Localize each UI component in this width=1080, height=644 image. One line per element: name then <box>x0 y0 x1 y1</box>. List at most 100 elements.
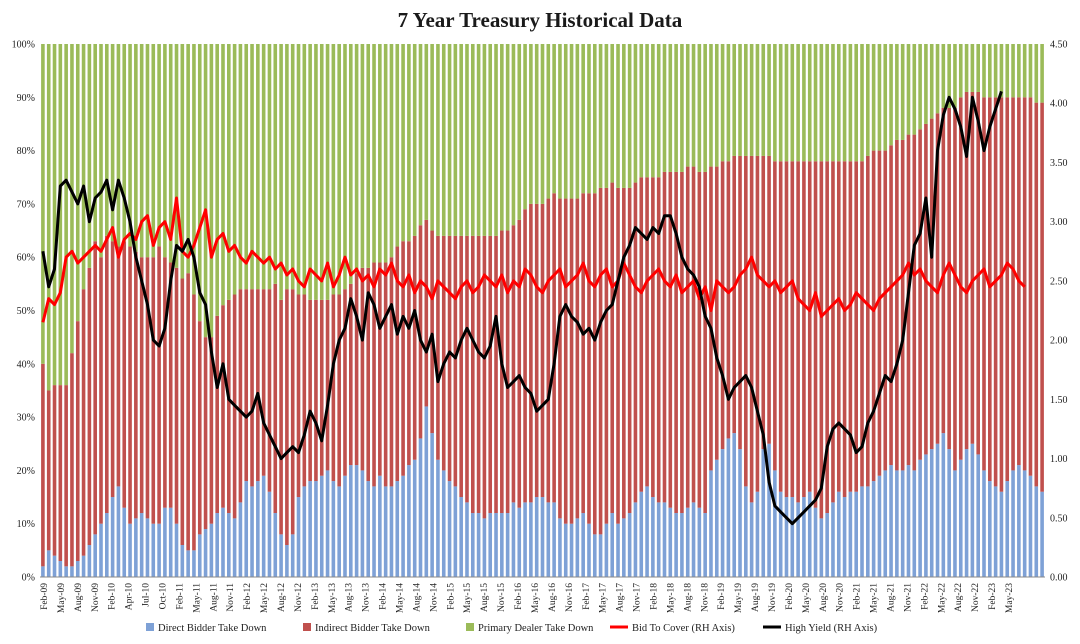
bar-primary <box>157 44 161 247</box>
bar-primary <box>174 44 179 268</box>
bar-primary <box>674 44 678 172</box>
bar-direct <box>186 550 190 577</box>
bar-primary <box>58 44 63 386</box>
bar-indirect <box>105 235 109 514</box>
bar-direct <box>238 502 243 577</box>
bar-direct <box>470 513 475 577</box>
bar-direct <box>250 486 254 577</box>
x-axis-tick: Feb-15 <box>446 583 456 610</box>
bar-direct <box>395 481 400 577</box>
bar-direct <box>958 459 963 577</box>
bar-primary <box>441 44 446 236</box>
bar-indirect <box>308 299 312 482</box>
bar-primary <box>918 44 922 130</box>
x-axis-tick: Feb-18 <box>649 583 659 610</box>
bar-primary <box>860 44 864 162</box>
bar-primary <box>488 44 493 236</box>
bar-direct <box>790 497 795 577</box>
legend-item: Primary Dealer Take Down <box>466 623 594 634</box>
bar-indirect <box>726 161 731 439</box>
bar-primary <box>883 44 888 151</box>
bar-primary <box>587 44 591 194</box>
left-axis-tick: 50% <box>17 306 35 317</box>
bar-primary <box>999 44 1004 98</box>
bar-indirect <box>749 155 754 503</box>
bar-direct <box>407 465 411 577</box>
bar-primary <box>122 44 127 242</box>
bar-indirect <box>633 182 638 503</box>
lines-layer <box>41 90 1026 526</box>
bar-indirect <box>314 299 318 482</box>
bar-indirect <box>1011 97 1015 471</box>
bar-indirect <box>953 107 957 471</box>
bar-direct <box>1011 470 1015 577</box>
bar-direct <box>1017 465 1021 577</box>
bar-primary <box>500 44 504 231</box>
bar-primary <box>70 44 74 354</box>
bar-indirect <box>494 235 498 514</box>
bar-indirect <box>93 241 97 535</box>
bar-direct <box>296 497 301 577</box>
bar-primary <box>250 44 254 290</box>
bar-primary <box>52 44 57 386</box>
bar-primary <box>325 44 330 300</box>
bar-primary <box>337 44 341 295</box>
bar-indirect <box>46 390 51 551</box>
bar-primary <box>139 44 144 258</box>
bar-direct <box>174 523 179 577</box>
bar-primary <box>412 44 417 236</box>
bar-direct <box>46 550 51 577</box>
x-axis-tick: Nov-16 <box>565 583 575 612</box>
bar-primary <box>128 44 132 247</box>
bar-direct <box>941 433 946 577</box>
bar-primary <box>953 44 957 108</box>
legend-label: Indirect Bidder Take Down <box>315 623 431 634</box>
bar-direct <box>209 523 214 577</box>
bar-direct <box>325 470 330 577</box>
bar-direct <box>732 433 737 577</box>
bar-primary <box>256 44 260 290</box>
bar-indirect <box>1005 97 1010 482</box>
bar-direct <box>401 475 405 577</box>
legend-label: High Yield (RH Axis) <box>785 623 878 634</box>
bar-indirect <box>988 97 992 482</box>
bar-direct <box>749 502 754 577</box>
left-axis-tick: 0% <box>22 573 35 584</box>
bar-primary <box>889 44 893 146</box>
bar-indirect <box>250 289 254 487</box>
bar-primary <box>895 44 899 140</box>
bar-indirect <box>186 273 190 551</box>
bar-primary <box>813 44 818 162</box>
x-axis-tick: Feb-11 <box>175 583 185 610</box>
x-axis-tick: Nov-17 <box>633 583 643 612</box>
bar-primary <box>424 44 429 220</box>
bar-primary <box>267 44 272 290</box>
bar-primary <box>622 44 626 188</box>
bar-primary <box>238 44 243 290</box>
left-axis-tick: 10% <box>17 519 35 530</box>
bar-primary <box>836 44 841 162</box>
bar-indirect <box>836 161 841 492</box>
bar-indirect <box>517 219 522 508</box>
bar-primary <box>842 44 847 162</box>
bar-indirect <box>529 203 533 503</box>
bar-indirect <box>947 107 951 450</box>
bar-direct <box>197 534 202 577</box>
bar-indirect <box>52 385 57 556</box>
bar-indirect <box>360 267 365 471</box>
bar-primary <box>331 44 336 295</box>
bar-indirect <box>441 235 446 471</box>
bar-primary <box>430 44 434 231</box>
bar-indirect <box>203 337 208 530</box>
bar-primary <box>348 44 353 284</box>
x-axis-tick: Aug-14 <box>412 583 422 612</box>
bar-primary <box>581 44 585 194</box>
right-axis-tick: 2.50 <box>1050 276 1068 287</box>
left-axis-tick: 60% <box>17 253 35 264</box>
bar-direct <box>110 497 115 577</box>
x-axis-tick: Nov-12 <box>294 583 304 612</box>
x-axis-tick: Apr-10 <box>125 583 135 610</box>
bar-direct <box>163 507 167 577</box>
bar-primary <box>732 44 737 156</box>
bar-indirect <box>802 161 806 498</box>
